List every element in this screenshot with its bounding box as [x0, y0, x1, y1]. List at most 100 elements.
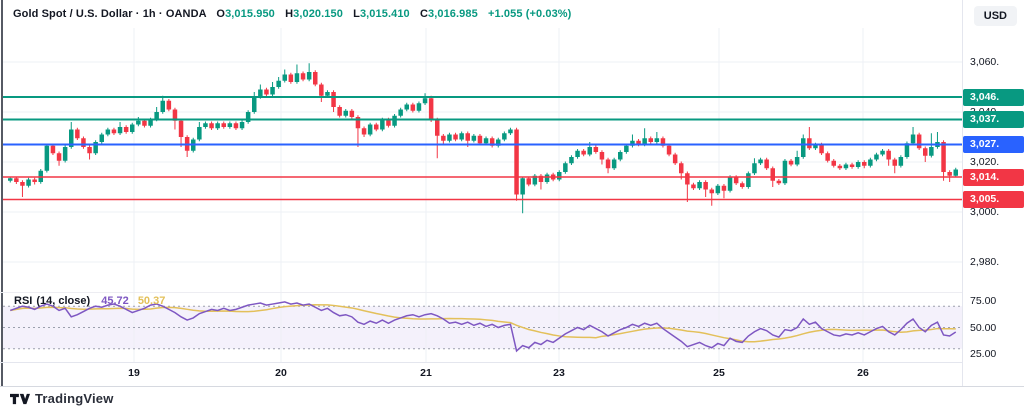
price-level-badge[interactable]: 3,037.: [963, 111, 1024, 128]
tradingview-logo[interactable]: TradingView: [10, 391, 114, 406]
up-candle: [471, 135, 477, 141]
symbol-title[interactable]: Gold Spot / U.S. Dollar · 1h · OANDA: [13, 8, 207, 20]
up-candle: [343, 110, 348, 116]
up-candle: [508, 129, 513, 134]
down-candle: [862, 162, 867, 166]
down-candle: [75, 129, 80, 139]
up-candle: [794, 157, 800, 165]
rsi-legend[interactable]: RSI (14, close) 45.72 50.37: [14, 295, 165, 307]
down-candle: [264, 89, 269, 95]
chart-legend: Gold Spot / U.S. Dollar · 1h · OANDA O3,…: [13, 8, 571, 20]
up-candle: [953, 169, 958, 176]
up-candle: [245, 112, 251, 122]
price-axis-label: 3,060.: [970, 56, 1000, 68]
tradingview-glyph-icon: [10, 393, 30, 404]
down-candle: [819, 144, 824, 154]
price-level-badge[interactable]: 3,027.: [963, 136, 1024, 153]
low-label: L: [353, 8, 360, 20]
down-candle: [605, 159, 611, 169]
down-candle: [410, 104, 416, 111]
down-candle: [660, 138, 666, 146]
down-candle: [331, 92, 336, 107]
up-candle: [697, 182, 702, 189]
down-candle: [14, 178, 19, 182]
up-candle: [447, 134, 452, 141]
up-candle: [880, 150, 885, 155]
close-label: C: [419, 8, 428, 20]
time-axis-label: 26: [857, 367, 869, 379]
up-candle: [367, 124, 373, 135]
rsi-ma-line: [10, 304, 956, 343]
price-level-badge[interactable]: 3,046.: [963, 88, 1024, 106]
down-candle: [807, 138, 812, 149]
down-candle: [361, 128, 367, 135]
down-candle: [465, 133, 470, 141]
down-candle: [825, 153, 830, 161]
up-candle: [276, 80, 281, 87]
down-candle: [721, 185, 727, 191]
up-candle: [130, 124, 135, 132]
open-label: O: [216, 8, 226, 20]
down-candle: [319, 84, 324, 96]
up-candle: [404, 104, 409, 110]
up-candle: [252, 97, 257, 112]
up-candle: [44, 145, 50, 171]
up-candle: [843, 164, 849, 169]
currency-toggle-button[interactable]: USD: [973, 6, 1017, 26]
up-candle: [148, 119, 153, 126]
down-candle: [599, 152, 605, 160]
down-candle: [50, 145, 56, 154]
price-level-badge[interactable]: 3,005.: [963, 191, 1024, 208]
up-candle: [160, 100, 165, 112]
up-candle: [306, 72, 312, 80]
rsi-value: 45.72: [101, 295, 129, 307]
up-candle: [215, 123, 220, 129]
down-candle: [923, 148, 928, 156]
down-candle: [435, 119, 440, 136]
down-candle: [288, 74, 294, 82]
down-candle: [300, 73, 306, 80]
down-candle: [740, 183, 745, 187]
up-candle: [282, 74, 287, 81]
up-candle: [294, 73, 300, 82]
up-candle: [654, 138, 660, 142]
up-candle: [62, 147, 68, 161]
price-axis-label: 3,000.: [970, 206, 1000, 218]
down-candle: [947, 172, 952, 176]
up-candle: [93, 142, 98, 154]
up-candle: [136, 120, 141, 125]
down-candle: [703, 182, 708, 190]
down-candle: [56, 153, 62, 161]
open-value: 3,015.950: [225, 8, 275, 20]
price-axis-label: 3,020.: [970, 156, 1000, 168]
up-candle: [532, 175, 538, 185]
time-axis-label: 21: [420, 367, 432, 379]
price-level-badge[interactable]: 3,014.: [963, 168, 1024, 186]
up-candle: [392, 115, 397, 126]
down-candle: [636, 140, 641, 145]
down-candle: [166, 100, 172, 110]
up-candle: [758, 159, 763, 164]
up-candle: [8, 178, 13, 181]
down-candle: [538, 175, 544, 182]
down-candle: [111, 129, 117, 134]
up-candle: [563, 163, 568, 172]
down-candle: [593, 147, 599, 152]
down-candle: [526, 178, 531, 185]
price-axis-label: 2,980.: [970, 256, 1000, 268]
down-candle: [233, 123, 239, 129]
candlestick-chart[interactable]: [0, 0, 1024, 387]
up-candle: [459, 133, 464, 140]
up-candle: [197, 127, 202, 140]
down-candle: [313, 72, 318, 85]
down-candle: [32, 179, 37, 182]
up-candle: [904, 143, 910, 157]
up-candle: [630, 140, 635, 146]
down-candle: [892, 159, 897, 166]
up-candle: [618, 152, 623, 160]
up-candle: [746, 173, 751, 187]
up-candle: [575, 150, 580, 157]
up-candle: [105, 129, 111, 135]
up-candle: [258, 89, 263, 97]
up-candle: [801, 138, 806, 157]
